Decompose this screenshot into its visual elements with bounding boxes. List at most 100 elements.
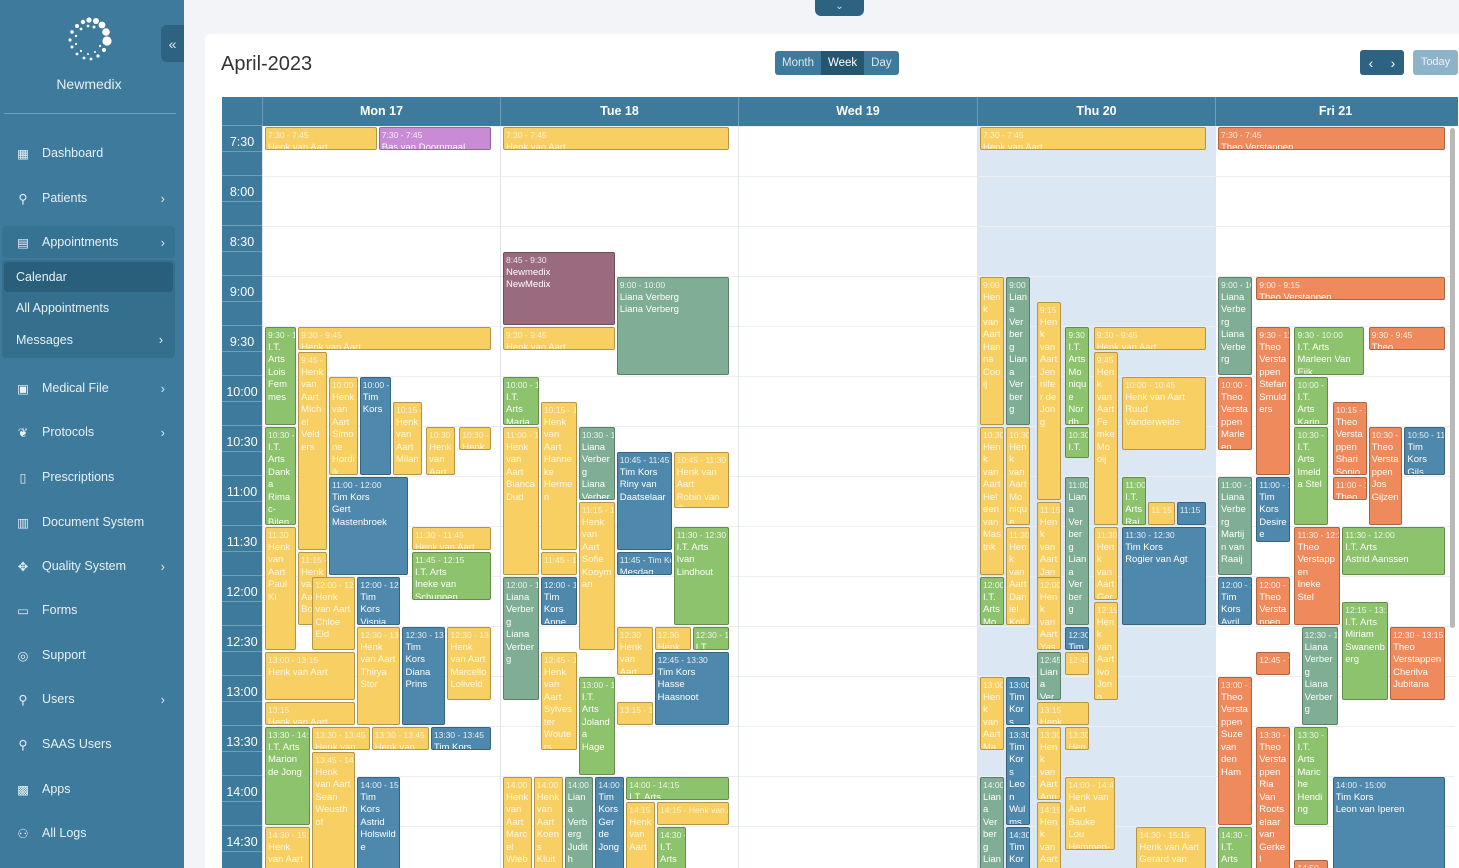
appointment-event[interactable]: 14:00 Henk van Aart Koens Kluit — [533, 777, 563, 868]
sidebar-item-protocols[interactable]: ❦ Protocols › — [2, 416, 175, 448]
appointment-event[interactable]: 11:45 - 12:15 I.T. Arts Ineke van Schuppen — [411, 552, 491, 600]
appointment-event[interactable]: 11:15 — [1176, 502, 1206, 525]
sidebar-item-support[interactable]: ◎ Support — [2, 639, 175, 671]
day-column-wed[interactable] — [738, 126, 977, 868]
sidebar-item-apps[interactable]: ▩ Apps — [2, 773, 175, 805]
appointment-event[interactable]: 14:00 - 14:45 Henk van Aart Bauke Lou Hemme… — [1065, 777, 1116, 850]
sidebar-item-patients[interactable]: ⚲ Patients › — [2, 182, 175, 214]
next-week-button[interactable]: › — [1390, 54, 1396, 71]
appointment-event[interactable]: 11:00 I.T. Arts Rai — [1122, 477, 1147, 525]
day-column-mon[interactable]: 7:30 - 7:45 Henk van Aart 7:30 - 7:45 Bas v… — [262, 126, 500, 868]
appointment-event[interactable]: 11:30 - 12:30 I.T. Arts Ivan Lindhout — [673, 527, 729, 625]
appointment-event[interactable]: 9:45 Henk van Aart Femke Mooij — [1093, 352, 1118, 525]
appointment-event[interactable]: 7:30 - 7:45 Henk van Aart — [980, 127, 1206, 150]
submenu-item-all-appointments[interactable]: All Appointments — [16, 301, 110, 315]
sidebar-item-dashboard[interactable]: ▦ Dashboard — [2, 137, 175, 169]
day-column-tue[interactable]: 7:30 - 7:45 Henk van Aart 8:45 - 9:30 Newme… — [500, 126, 738, 868]
appointment-event[interactable]: 8:45 - 9:30 Newmedix NewMedix — [503, 252, 615, 325]
appointment-event[interactable]: 9:30 - 9:45 Henk van Aart — [1093, 327, 1206, 350]
appointment-event[interactable]: 12:45 — [1065, 652, 1090, 675]
appointment-event[interactable]: 13:30 - 13:45 Henk van — [312, 727, 370, 750]
view-day-button[interactable]: Day — [871, 57, 892, 69]
appointment-event[interactable]: 9:00 Henk van Aart Hanna Cooij — [980, 277, 1005, 425]
appointment-event[interactable]: 11:45 - Tim KorsMesdag — [616, 552, 672, 575]
appointment-event[interactable]: 13:30 - 13:45 Henk van — [371, 727, 429, 750]
appointment-event[interactable]: 14:00 - 14:15 I.T. Arts — [626, 777, 729, 800]
appointment-event[interactable]: 11:30 - 12:30 Tim Kors Rogier van Agt — [1122, 527, 1206, 625]
appointment-event[interactable]: 12:30 - 12:45I.T. Arts — [692, 627, 729, 650]
appointment-event[interactable]: 7:30 - 7:45 Bas van Doornmaal — [378, 127, 491, 150]
sidebar-item-quality-system[interactable]: ✥ Quality System › — [2, 550, 175, 582]
appointment-event[interactable]: 9:30 - 9:45 Henk van Aart — [503, 327, 615, 350]
appointment-event[interactable]: 9:30 I.T. Arts Monique Nordh — [1065, 327, 1090, 425]
appointment-event[interactable]: 11:30 Henk van Aart Paul Kl — [265, 527, 297, 650]
appointment-event[interactable]: 12:15 Henk van Aart Ivo Jong — [1093, 602, 1118, 700]
appointment-event[interactable]: 9:30 - 10:00 I.T. Arts Marleen Van Eijk — [1294, 327, 1365, 375]
day-column-thu[interactable]: 7:30 - 7:45 Henk van Aart 9:00 Henk van Aar… — [977, 126, 1215, 868]
appointment-event[interactable]: 12:00I.T. ArtsMona Elhadi — [980, 577, 1005, 625]
appointment-event[interactable]: 11:30 - 12:00 I.T. Arts Astrid Aanssen — [1342, 527, 1446, 575]
collapse-sidebar-button[interactable]: « — [161, 25, 184, 62]
sidebar-item-medical-file[interactable]: ▣ Medical File › — [2, 372, 175, 404]
expand-header-button[interactable]: ⌄ — [815, 0, 864, 16]
appointment-event[interactable]: 13:00 - 13:15 Henk van Aart — [265, 652, 356, 700]
sidebar-item-prescriptions[interactable]: ▯ Prescriptions — [2, 461, 175, 493]
appointment-event[interactable]: 7:30 - 7:45 Henk van Aart — [503, 127, 729, 150]
sidebar-item-users[interactable]: ⚲ Users › — [2, 683, 175, 715]
appointment-event[interactable]: 12:45 - 13:30 Tim Kors Hasse Haasnoot — [654, 652, 729, 725]
grid-scrollbar[interactable] — [1450, 128, 1455, 628]
appointment-event[interactable]: 14:30 - 15:00I.T. ArtsShanna — [1218, 827, 1252, 868]
appointment-event[interactable]: 14:50 — [1294, 860, 1329, 868]
appointment-event[interactable]: 12:30 Henk van Aart — [616, 627, 653, 675]
appointment-event[interactable]: 9:30 - 9:45 Theo — [1368, 327, 1446, 350]
appointment-event[interactable]: 14:15 - Henk van Aart — [657, 802, 729, 825]
appointment-event[interactable]: 9:00 - 9:15 Theo Verstappen — [1256, 277, 1446, 300]
sidebar-item-forms[interactable]: ▭ Forms — [2, 594, 175, 626]
appointment-event[interactable]: 13:15 Henk — [1036, 702, 1090, 725]
appointment-event[interactable]: 12:30 - 13:15 Theo Verstappen Cherilva Jub… — [1390, 627, 1446, 700]
appointment-event[interactable]: 7:30 - 7:45 Theo Verstappen — [1218, 127, 1446, 150]
appointment-event[interactable]: 14:00 - 15:00 Tim Kors Leon van Iperen — [1332, 777, 1446, 868]
appointment-event[interactable]: 10:00 - 10:45 Henk van Aart Ruud Vanderwei… — [1122, 377, 1206, 450]
appointment-event[interactable]: 13:30 - 13:45 Tim Kors — [430, 727, 491, 750]
appointment-event[interactable]: 11:00 - 12:00 Tim Kors Gert Mastenbroek — [328, 477, 408, 575]
